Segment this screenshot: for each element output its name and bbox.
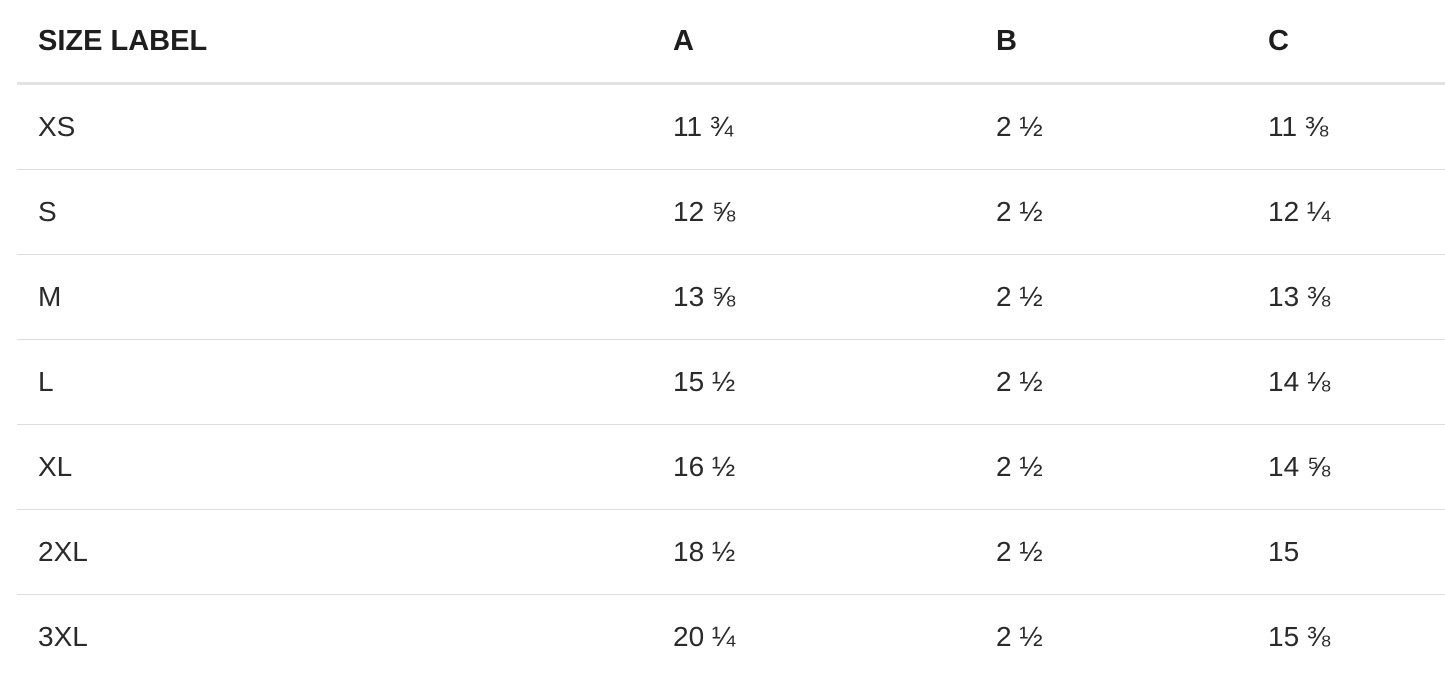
column-header: B — [975, 0, 1247, 85]
measurement: 14 ⅛ — [1247, 339, 1445, 425]
size-label: L — [17, 339, 652, 425]
measurement: 15 — [1247, 509, 1445, 595]
measurement: 14 ⅝ — [1247, 424, 1445, 510]
measurement: 15 ½ — [652, 339, 975, 425]
size-label: XS — [38, 111, 76, 142]
measurement: 2 ½ — [975, 254, 1247, 340]
measurement: 11 ¾ — [673, 111, 734, 142]
measurement: 2 ½ — [975, 594, 1247, 679]
measurement: 12 ⅝ — [652, 169, 975, 255]
column-header: C — [1247, 0, 1445, 85]
size-label: 2XL — [17, 509, 652, 595]
measurement: 2 ½ — [975, 169, 1247, 255]
measurement: 16 ½ — [652, 424, 975, 510]
size-label: M — [17, 254, 652, 340]
measurement: 13 ⅜ — [1247, 254, 1445, 340]
header-row: SIZE LABEL A B C — [17, 0, 1445, 85]
measurement: 18 ½ — [652, 509, 975, 595]
size-label: S — [17, 169, 652, 255]
measurement: 20 ¼ — [652, 594, 975, 679]
measurement: 11 ⅜ — [1268, 111, 1329, 142]
measurement: 13 ⅝ — [652, 254, 975, 340]
measurement: 2 ½ — [975, 424, 1247, 510]
measurement: 2 ½ — [975, 339, 1247, 425]
table-row: XS 11 ¾ 2 ½ 11 ⅜ — [17, 84, 1445, 170]
measurement: 12 ¼ — [1247, 169, 1445, 255]
table-header: SIZE LABEL A B C — [17, 0, 1445, 85]
column-header: A — [652, 0, 975, 85]
size-label: XL — [17, 424, 652, 510]
measurement: 15 ⅜ — [1247, 594, 1445, 679]
size-label: 3XL — [17, 594, 652, 679]
column-header: SIZE LABEL — [17, 0, 652, 85]
measurement: 2 ½ — [996, 111, 1043, 142]
measurement: 2 ½ — [975, 509, 1247, 595]
